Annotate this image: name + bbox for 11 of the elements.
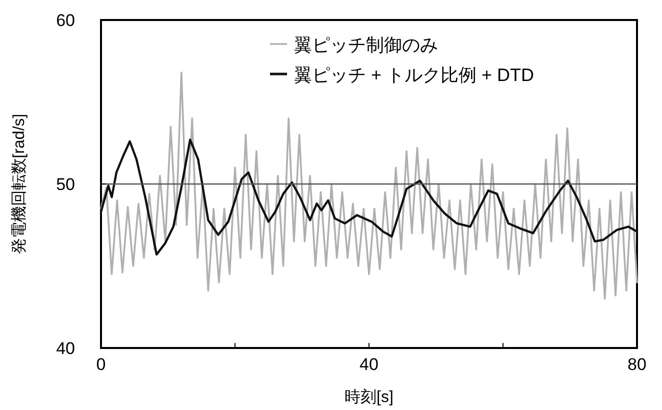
y-tick-label: 60: [56, 11, 75, 30]
x-axis-title: 時刻[s]: [344, 388, 394, 406]
x-tick-label: 0: [96, 355, 106, 374]
x-tick-label: 40: [360, 355, 378, 374]
line-series: [100, 138, 638, 256]
legend-label: 翼ピッチ + トルク比例 + DTD: [294, 65, 534, 85]
x-tick-label: 80: [628, 355, 646, 374]
y-tick-label: 40: [56, 339, 75, 358]
legend-label: 翼ピッチ制御のみ: [294, 35, 438, 55]
y-tick-label: 50: [56, 175, 75, 194]
y-axis-title: 発電機回転数[rad/s]: [10, 114, 28, 254]
